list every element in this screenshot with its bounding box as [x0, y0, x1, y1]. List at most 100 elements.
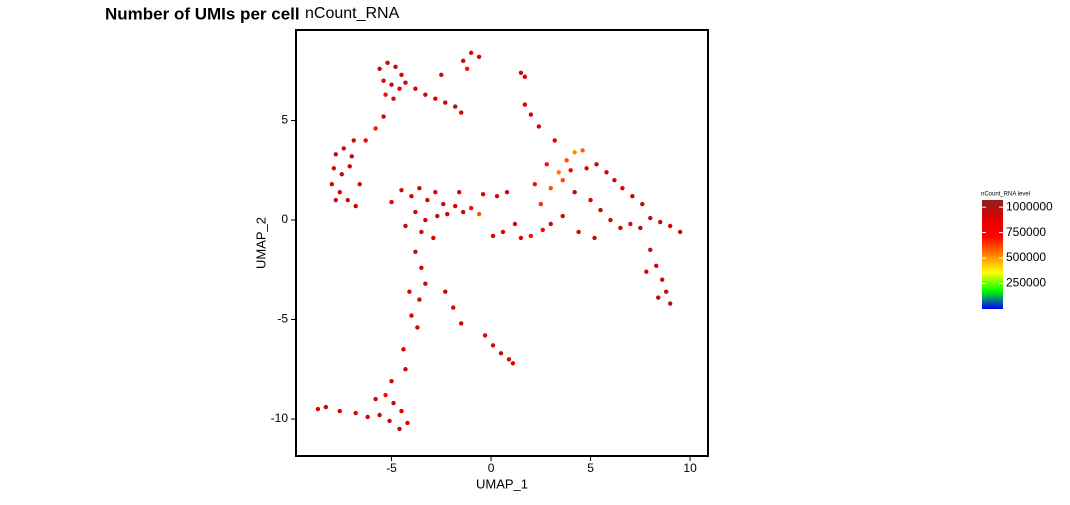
point	[572, 150, 577, 155]
point	[405, 420, 410, 426]
point	[572, 189, 577, 195]
point	[584, 166, 589, 171]
point	[468, 50, 474, 56]
point	[433, 96, 438, 101]
point	[464, 66, 470, 71]
point	[403, 223, 408, 229]
point	[536, 124, 542, 129]
point	[560, 213, 565, 219]
point	[391, 400, 396, 406]
point	[482, 333, 488, 338]
point	[604, 170, 609, 175]
point	[490, 343, 496, 348]
point	[431, 235, 436, 241]
point	[333, 197, 339, 203]
point	[409, 193, 414, 199]
point	[677, 229, 683, 235]
point	[568, 168, 573, 173]
point	[522, 74, 528, 79]
point	[518, 235, 524, 241]
colorbar-tick-label: 1000000	[1006, 199, 1053, 213]
point	[439, 72, 444, 77]
point	[498, 351, 504, 356]
point	[640, 201, 645, 207]
x-tick-label: 10	[683, 461, 697, 475]
point	[415, 325, 420, 330]
point	[453, 104, 458, 109]
point	[664, 289, 669, 294]
colorbar-tick-label: 250000	[1006, 276, 1046, 290]
point	[556, 170, 561, 175]
point	[389, 378, 394, 384]
point	[349, 154, 354, 159]
point	[403, 80, 408, 85]
point	[337, 189, 342, 195]
point	[389, 82, 394, 87]
point	[443, 289, 448, 294]
y-tick-label: 5	[281, 113, 288, 127]
point	[667, 301, 673, 306]
point	[419, 265, 424, 270]
point	[351, 138, 356, 143]
point	[494, 193, 500, 199]
point	[357, 182, 362, 187]
plot-frame	[295, 29, 709, 457]
point	[512, 221, 518, 227]
point	[323, 404, 329, 410]
point	[528, 233, 534, 239]
point	[423, 281, 428, 286]
point	[423, 92, 428, 97]
point	[393, 64, 398, 70]
point	[540, 227, 546, 233]
point	[425, 197, 430, 203]
point	[552, 138, 557, 143]
colorbar-tick-label: 750000	[1006, 225, 1046, 239]
point	[381, 78, 386, 83]
point	[598, 207, 603, 213]
point	[399, 187, 404, 193]
point	[648, 247, 653, 253]
y-tick-label: -10	[271, 411, 289, 425]
point	[458, 110, 464, 115]
x-tick-label: 5	[587, 461, 594, 475]
point	[510, 361, 516, 366]
legend-title: nCount_RNA level	[981, 192, 1030, 198]
point	[588, 197, 593, 203]
point	[339, 172, 344, 177]
point	[353, 203, 358, 209]
point	[500, 229, 506, 235]
colorbar	[982, 200, 1003, 309]
point	[435, 213, 440, 219]
point	[560, 178, 565, 183]
chart-subtitle: nCount_RNA	[305, 5, 400, 22]
point	[476, 211, 482, 217]
point	[580, 148, 585, 153]
y-axis-label: UMAP_2	[253, 217, 268, 269]
point	[618, 225, 623, 231]
point	[413, 249, 418, 255]
y-tick-label: -5	[277, 312, 288, 326]
point	[656, 295, 661, 300]
point	[329, 182, 335, 187]
point	[476, 54, 482, 60]
point	[460, 209, 466, 215]
point	[458, 321, 464, 326]
point	[413, 86, 418, 91]
point	[409, 313, 414, 318]
point	[441, 201, 446, 207]
point	[337, 408, 342, 414]
point	[490, 233, 496, 239]
point	[417, 185, 422, 191]
point	[397, 426, 402, 432]
point	[315, 406, 321, 412]
point	[373, 396, 378, 402]
point	[460, 58, 466, 64]
point	[480, 191, 486, 197]
point	[443, 100, 448, 105]
point	[385, 60, 390, 66]
point	[345, 197, 350, 203]
point	[399, 72, 404, 77]
point	[403, 367, 408, 372]
point	[363, 138, 368, 143]
